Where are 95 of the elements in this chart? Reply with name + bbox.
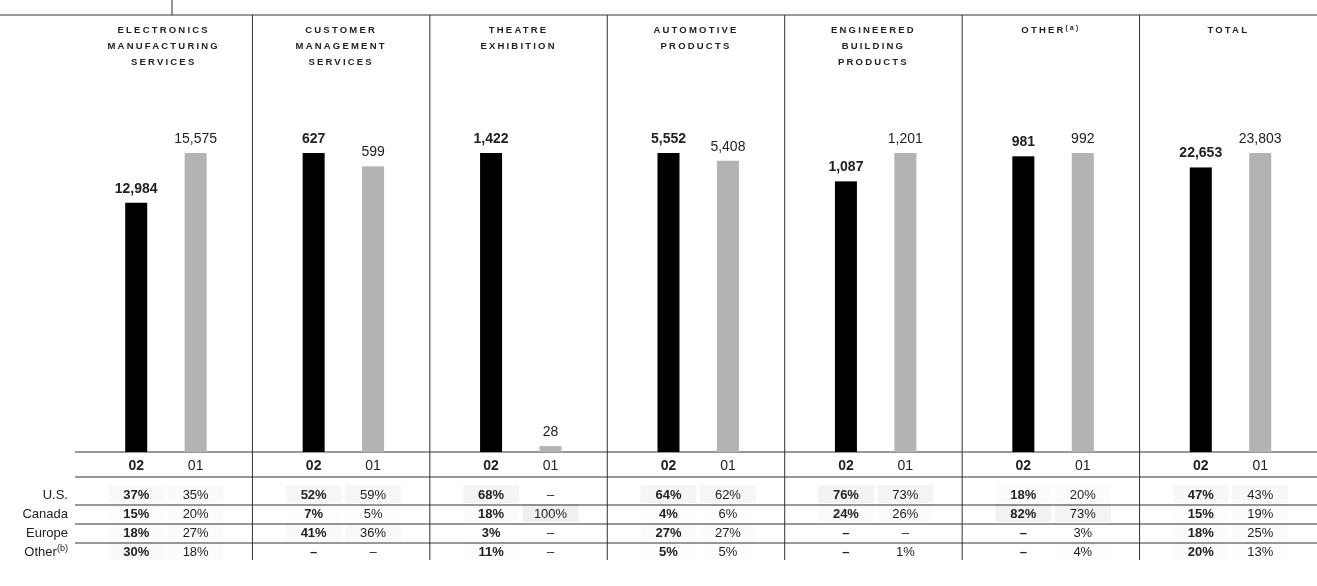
data-label: 100% xyxy=(533,506,568,521)
data-label: 1,422 xyxy=(473,130,509,146)
chart-title: THEATRE EXHIBITION xyxy=(480,24,557,51)
data-label: 20% xyxy=(1187,544,1215,559)
y-tick-label: Europe xyxy=(26,525,68,540)
data-label: 30% xyxy=(123,544,150,559)
chart-title: CUSTOMER MANAGEMENT SERVICES xyxy=(295,24,387,67)
data-label: 15% xyxy=(123,506,150,521)
data-label: 41% xyxy=(300,525,328,540)
text: – xyxy=(369,544,377,559)
data-label: 5,408 xyxy=(710,137,746,154)
data-label: 599 xyxy=(361,143,385,160)
chart-title: AUTOMOTIVE PRODUCTS xyxy=(653,24,739,51)
text: – xyxy=(1019,525,1027,540)
data-label: 18% xyxy=(182,544,210,559)
data-label: 15% xyxy=(1187,506,1215,521)
data-label: 76% xyxy=(832,487,860,502)
text: – xyxy=(842,525,850,540)
x-tick-label: 01 xyxy=(542,457,559,473)
text: – xyxy=(546,544,555,559)
data-label: 19% xyxy=(1247,506,1274,521)
data-label: 59% xyxy=(360,487,387,502)
data-label: 47% xyxy=(1187,487,1215,502)
y-tick-label: Canada xyxy=(22,506,69,521)
data-label: 5% xyxy=(659,544,679,559)
x-tick-label: 01 xyxy=(1252,457,1269,473)
data-label: 82% xyxy=(1010,506,1037,521)
data-label: 12,984 xyxy=(114,179,158,196)
data-label: 27% xyxy=(182,525,210,540)
data-label: 3% xyxy=(481,525,501,540)
data-label: 992 xyxy=(1071,130,1095,146)
data-label: 18% xyxy=(1187,525,1215,540)
chart-title: ENGINEERED BUILDING PRODUCTS xyxy=(831,24,916,67)
x-tick-label: 02 xyxy=(128,457,145,473)
chart-title: ELECTRONICS MANUFACTURING SERVICES xyxy=(107,24,220,67)
data-label: 35% xyxy=(182,487,210,502)
data-label: 11% xyxy=(478,544,505,559)
data-label: 5% xyxy=(718,544,738,559)
data-label: 43% xyxy=(1247,487,1274,502)
data-label: 73% xyxy=(892,487,919,502)
x-tick-label: 02 xyxy=(1193,457,1209,473)
data-label: 1,087 xyxy=(828,158,864,175)
data-label: 4% xyxy=(1073,544,1093,559)
x-tick-label: 02 xyxy=(1015,457,1032,473)
data-label: 13% xyxy=(1247,544,1274,559)
data-label: 4% xyxy=(659,506,679,521)
data-label: 3% xyxy=(1073,525,1093,540)
data-label: 27% xyxy=(655,525,682,540)
data-label: 73% xyxy=(1069,506,1097,521)
y-tick-label: Other$^{(b)}$ xyxy=(24,543,68,559)
data-label: 5,552 xyxy=(650,130,687,146)
data-label: 6% xyxy=(718,506,738,521)
x-tick-label: 02 xyxy=(305,457,322,473)
data-label: 62% xyxy=(714,487,742,502)
data-label: 24% xyxy=(832,506,860,521)
data-label: 20% xyxy=(1069,487,1097,502)
data-label: 37% xyxy=(123,487,150,502)
text: – xyxy=(901,525,909,540)
data-label: 15,575 xyxy=(174,130,218,146)
x-tick-label: 02 xyxy=(660,457,677,473)
data-label: 18% xyxy=(123,525,150,540)
data-label: 64% xyxy=(655,487,682,502)
text: – xyxy=(842,544,850,559)
data-label: 20% xyxy=(182,506,210,521)
chart-title: TOTAL xyxy=(1207,24,1250,35)
data-label: 1,201 xyxy=(887,130,924,146)
chart-title: OTHER$^{(a)}$ xyxy=(1021,23,1081,35)
x-tick-label: 01 xyxy=(897,457,914,473)
data-label: 23,803 xyxy=(1238,130,1282,146)
x-tick-label: 01 xyxy=(365,457,382,473)
text: – xyxy=(1019,544,1027,559)
data-label: 52% xyxy=(300,487,328,502)
data-label: 36% xyxy=(360,525,387,540)
x-tick-label: 02 xyxy=(483,457,500,473)
x-tick-label: 01 xyxy=(187,457,204,473)
data-label: 981 xyxy=(1011,133,1036,150)
text: – xyxy=(310,544,318,559)
data-label: 627 xyxy=(301,130,326,146)
data-label: 27% xyxy=(714,525,742,540)
data-label: 22,653 xyxy=(1179,144,1223,161)
x-tick-label: 01 xyxy=(720,457,736,473)
y-tick-label: U.S. xyxy=(42,487,68,502)
data-label: 5% xyxy=(363,506,383,521)
text: – xyxy=(546,525,555,540)
data-label: 7% xyxy=(304,506,324,521)
data-label: 18% xyxy=(1010,487,1037,502)
x-tick-label: 01 xyxy=(1075,457,1091,473)
data-label: 1% xyxy=(895,544,916,559)
data-label: 18% xyxy=(478,506,505,521)
data-label: 68% xyxy=(478,487,505,502)
data-label: 26% xyxy=(892,506,919,521)
x-tick-label: 02 xyxy=(838,457,854,473)
data-label: 25% xyxy=(1247,525,1274,540)
data-label: 28 xyxy=(542,423,559,440)
text: – xyxy=(546,487,555,502)
